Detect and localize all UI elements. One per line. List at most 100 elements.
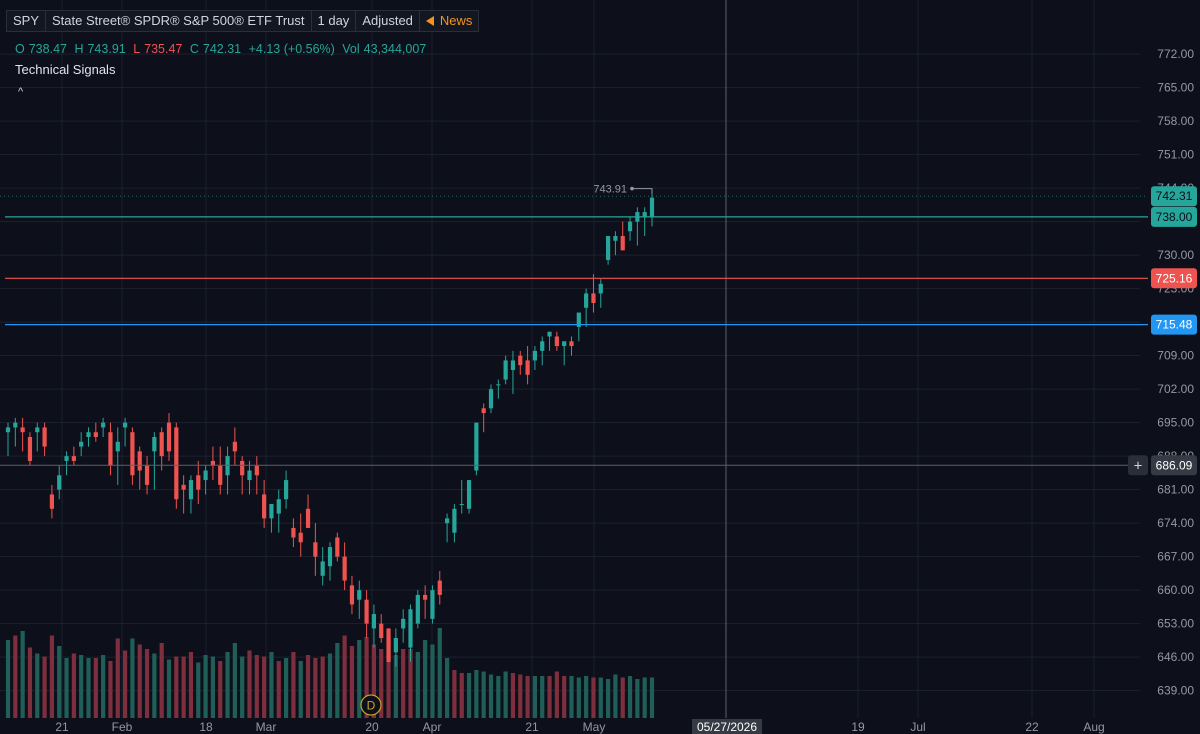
price-label-text: 725.16 — [1156, 271, 1193, 285]
candle-body — [532, 350, 538, 361]
y-tick-label: 653.00 — [1157, 617, 1194, 631]
candle-body — [335, 537, 340, 557]
volume-bar — [562, 676, 567, 718]
volume-bar — [203, 655, 208, 718]
open-label: O — [15, 42, 25, 56]
candle-body — [71, 456, 76, 461]
instrument-name[interactable]: State Street® SPDR® S&P 500® ETF Trust — [45, 10, 312, 32]
price-label-text: 742.31 — [1156, 189, 1193, 203]
crosshair-price-box — [1151, 455, 1197, 476]
volume-value: 43,344,007 — [363, 42, 427, 56]
volume-bar — [93, 658, 98, 718]
candle-body — [181, 484, 186, 490]
close-value: 742.31 — [202, 42, 242, 56]
news-button[interactable]: News — [418, 10, 480, 32]
volume-bar — [254, 655, 259, 718]
volume-bar — [108, 661, 113, 718]
candle-body — [474, 422, 479, 471]
x-tick-label: 21 — [55, 720, 69, 734]
candle-body — [240, 460, 245, 476]
chevron-up-icon[interactable]: ^ — [18, 86, 24, 98]
candle-body — [313, 542, 318, 557]
volume-bar — [5, 640, 11, 718]
x-tick-label: Aug — [1083, 720, 1104, 734]
x-tick-label: 21 — [525, 720, 539, 734]
x-tick-label: 18 — [199, 720, 213, 734]
volume-bar — [635, 679, 640, 718]
volume-bar — [591, 677, 596, 718]
news-label: News — [439, 13, 473, 28]
y-tick-label: 639.00 — [1157, 684, 1194, 698]
x-tick-label: Feb — [112, 720, 133, 734]
volume-bar — [518, 674, 523, 718]
volume-bar — [122, 650, 128, 718]
candle-body — [196, 475, 201, 490]
candle-body — [108, 432, 113, 466]
high-marker-label: 743.91 — [593, 184, 627, 196]
volume-bar — [349, 646, 355, 718]
candle-body — [554, 336, 559, 347]
volume-bar — [57, 646, 62, 718]
candle-body — [93, 432, 98, 437]
volume-bar — [101, 655, 106, 718]
candle-body — [459, 504, 464, 505]
change-value: +4.13 (+0.56%) — [248, 42, 335, 56]
candle-body — [620, 236, 625, 251]
volume-bar — [481, 671, 486, 718]
y-tick-label: 758.00 — [1157, 114, 1194, 128]
candle-body — [159, 432, 164, 457]
volume-bar — [525, 676, 530, 718]
volume-bar — [181, 656, 186, 718]
candle-body — [525, 360, 530, 375]
price-label-box — [1151, 314, 1197, 335]
volume-bar — [276, 661, 281, 718]
price-label-box — [1151, 268, 1197, 289]
candle-body — [386, 628, 391, 662]
candle-body — [232, 441, 237, 452]
candle-body — [254, 465, 259, 476]
volume-bar — [327, 653, 333, 718]
ohlc-legend: O 738.47 H 743.91 L 735.47 C 742.31 +4.13 (+… — [15, 42, 430, 56]
interval-button[interactable]: 1 day — [310, 10, 357, 32]
volume-bar — [503, 671, 508, 718]
volume-bar — [262, 656, 267, 718]
adjustment-button[interactable]: Adjusted — [355, 10, 420, 32]
volume-bar — [71, 653, 76, 718]
candle-body — [101, 422, 106, 428]
dividend-marker — [360, 694, 382, 716]
volume-bar — [584, 676, 589, 718]
volume-bar — [488, 674, 494, 718]
volume-bar — [430, 644, 435, 718]
volume-bar — [64, 658, 69, 718]
candle-body — [144, 465, 150, 485]
candle-body — [540, 341, 545, 351]
volume-label: Vol — [342, 42, 360, 56]
symbol-pill[interactable]: SPY — [6, 10, 47, 32]
volume-bar — [613, 674, 618, 718]
volume-bar — [313, 658, 318, 718]
volume-bar — [386, 638, 391, 718]
volume-bar — [27, 647, 33, 718]
technical-signals-label[interactable]: Technical Signals — [15, 62, 116, 77]
volume-bar — [188, 652, 194, 718]
volume-bar — [49, 635, 55, 718]
candle-body — [166, 422, 172, 452]
open-value: 738.47 — [28, 42, 67, 56]
dividend-marker-label: D — [367, 699, 376, 713]
volume-bar — [357, 640, 362, 718]
candle-body — [283, 480, 289, 500]
candle-body — [371, 614, 377, 629]
candle-body — [562, 341, 567, 347]
volume-bar — [605, 679, 611, 718]
volume-bar — [642, 677, 647, 718]
volume-bar — [210, 656, 216, 718]
volume-bar — [130, 638, 135, 718]
volume-bar — [510, 673, 516, 718]
volume-bar — [174, 656, 179, 718]
volume-bar — [137, 644, 142, 718]
candle-body — [437, 580, 442, 595]
candle-body — [64, 456, 69, 461]
volume-bar — [540, 676, 545, 718]
